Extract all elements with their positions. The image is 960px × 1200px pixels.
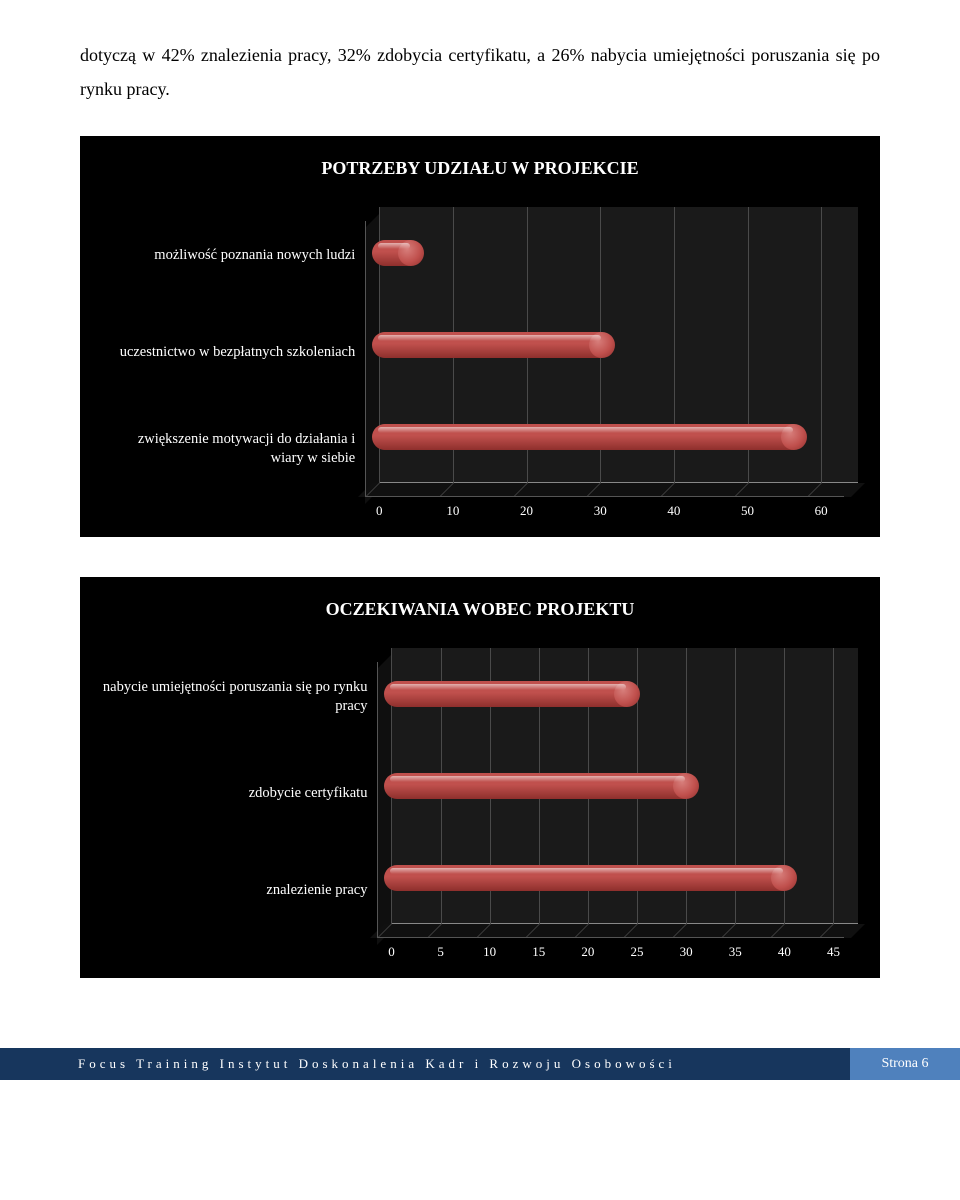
chart-y-labels: nabycie umiejętności poruszania się po r… (102, 648, 377, 938)
chart-title: OCZEKIWANIA WOBEC PROJEKTU (102, 599, 858, 620)
chart-x-tick: 5 (416, 944, 465, 960)
footer-left: Focus Training Instytut Doskonalenia Kad… (0, 1048, 850, 1080)
chart-x-tick: 25 (612, 944, 661, 960)
chart-x-ticks: 051015202530354045 (367, 944, 858, 960)
chart-x-tick: 60 (784, 503, 858, 519)
chart-x-tick: 0 (342, 503, 416, 519)
chart-x-tick: 30 (662, 944, 711, 960)
chart-x-tick: 10 (465, 944, 514, 960)
chart-x-tick: 0 (367, 944, 416, 960)
chart-x-tick: 30 (563, 503, 637, 519)
chart-plot-area (377, 648, 858, 938)
chart-x-tick: 20 (563, 944, 612, 960)
chart-category-label: zwiększenie motywacji do działania i wia… (102, 401, 365, 498)
chart-category-label: zdobycie certyfikatu (102, 745, 377, 842)
chart-category-label: znalezienie pracy (102, 842, 377, 939)
chart-x-tick: 35 (711, 944, 760, 960)
chart-x-tick: 45 (809, 944, 858, 960)
chart-x-tick: 40 (760, 944, 809, 960)
chart-plot-area (365, 207, 858, 497)
chart-y-labels: możliwość poznania nowych ludziuczestnic… (102, 207, 365, 497)
chart-x-tick: 10 (416, 503, 490, 519)
chart-x-tick: 20 (490, 503, 564, 519)
chart-x-ticks: 0102030405060 (342, 503, 858, 519)
page-footer: Focus Training Instytut Doskonalenia Kad… (0, 1048, 960, 1080)
chart-category-label: możliwość poznania nowych ludzi (102, 207, 365, 304)
chart-axis-frame (365, 221, 844, 497)
chart-x-tick: 50 (711, 503, 785, 519)
chart-potrzeby: POTRZEBY UDZIAŁU W PROJEKCIE możliwość p… (80, 136, 880, 537)
footer-right: Strona 6 (850, 1048, 960, 1080)
chart-category-label: uczestnictwo w bezpłatnych szkoleniach (102, 304, 365, 401)
chart-axis-frame (377, 662, 844, 938)
chart-oczekiwania: OCZEKIWANIA WOBEC PROJEKTU nabycie umiej… (80, 577, 880, 978)
intro-paragraph: dotyczą w 42% znalezienia pracy, 32% zdo… (80, 38, 880, 106)
chart-x-tick: 15 (514, 944, 563, 960)
chart-x-tick: 40 (637, 503, 711, 519)
chart-title: POTRZEBY UDZIAŁU W PROJEKCIE (102, 158, 858, 179)
chart-category-label: nabycie umiejętności poruszania się po r… (102, 648, 377, 745)
